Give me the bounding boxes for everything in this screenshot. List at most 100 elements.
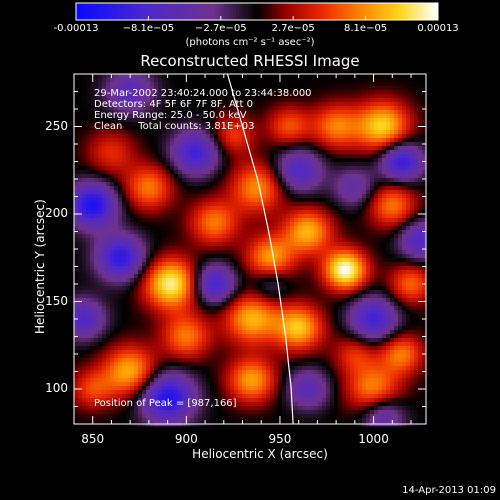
heatmap-cell xyxy=(298,238,303,243)
heatmap-cell xyxy=(298,214,303,219)
heatmap-cell xyxy=(98,106,103,111)
heatmap-cell xyxy=(390,158,395,163)
heatmap-cell xyxy=(386,218,391,223)
heatmap-cell xyxy=(182,218,187,223)
heatmap-cell xyxy=(138,98,143,103)
heatmap-cell xyxy=(238,254,243,259)
heatmap-cell xyxy=(346,146,351,151)
heatmap-cell xyxy=(114,210,119,215)
heatmap-cell xyxy=(106,198,111,203)
heatmap-cell xyxy=(346,254,351,259)
heatmap-cell xyxy=(422,130,427,135)
heatmap-cell xyxy=(110,258,115,263)
heatmap-cell xyxy=(366,118,371,123)
heatmap-cell xyxy=(350,234,355,239)
heatmap-cell xyxy=(74,126,79,131)
heatmap-cell xyxy=(374,218,379,223)
heatmap-cell xyxy=(354,230,359,235)
heatmap-cell xyxy=(202,202,207,207)
heatmap-cell xyxy=(350,282,355,287)
heatmap-cell xyxy=(398,102,403,107)
heatmap-cell xyxy=(74,258,79,263)
heatmap-cell xyxy=(418,226,423,231)
heatmap-cell xyxy=(78,142,83,147)
heatmap-cell xyxy=(170,86,175,91)
heatmap-cell xyxy=(282,82,287,87)
heatmap-cell xyxy=(202,82,207,87)
heatmap-cell xyxy=(422,146,427,151)
heatmap-cell xyxy=(202,158,207,163)
heatmap-cell xyxy=(102,142,107,147)
heatmap-cell xyxy=(154,282,159,287)
heatmap-cell xyxy=(146,146,151,151)
heatmap-cell xyxy=(146,246,151,251)
heatmap-cell xyxy=(322,222,327,227)
heatmap-cell xyxy=(202,238,207,243)
heatmap-cell xyxy=(418,286,423,291)
heatmap-cell xyxy=(334,150,339,155)
heatmap-cell xyxy=(414,286,419,291)
heatmap-cell xyxy=(190,254,195,259)
heatmap-cell xyxy=(326,190,331,195)
heatmap-cell xyxy=(310,174,315,179)
heatmap-cell xyxy=(334,258,339,263)
heatmap-cell xyxy=(306,102,311,107)
heatmap-cell xyxy=(194,250,199,255)
heatmap-cell xyxy=(298,170,303,175)
heatmap-cell xyxy=(338,274,343,279)
heatmap-cell xyxy=(234,258,239,263)
heatmap-cell xyxy=(278,146,283,151)
heatmap-cell xyxy=(314,118,319,123)
heatmap-cell xyxy=(370,74,375,79)
heatmap-cell xyxy=(410,178,415,183)
heatmap-cell xyxy=(278,94,283,99)
colorbar-segment xyxy=(320,3,324,20)
heatmap-cell xyxy=(322,170,327,175)
heatmap-cell xyxy=(418,266,423,271)
heatmap-cell xyxy=(190,82,195,87)
heatmap-cell xyxy=(174,226,179,231)
heatmap-cell xyxy=(390,274,395,279)
heatmap-cell xyxy=(274,122,279,127)
colorbar-segment xyxy=(386,3,391,20)
heatmap-cell xyxy=(282,190,287,195)
heatmap-cell xyxy=(386,226,391,231)
heatmap-cell xyxy=(322,106,327,111)
heatmap-cell xyxy=(118,218,123,223)
heatmap-cell xyxy=(90,150,95,155)
heatmap-cell xyxy=(362,154,367,159)
heatmap-cell xyxy=(286,178,291,183)
heatmap-cell xyxy=(374,178,379,183)
heatmap-cell xyxy=(150,278,155,283)
heatmap-cell xyxy=(346,278,351,283)
heatmap-cell xyxy=(150,158,155,163)
heatmap-cell xyxy=(318,146,323,151)
heatmap-cell xyxy=(214,162,219,167)
heatmap-cell xyxy=(178,294,183,299)
heatmap-cell xyxy=(242,110,247,115)
heatmap-cell xyxy=(290,238,295,243)
heatmap-cell xyxy=(286,266,291,271)
heatmap-cell xyxy=(258,222,263,227)
heatmap-cell xyxy=(98,290,103,295)
heatmap-cell xyxy=(254,290,259,295)
heatmap-cell xyxy=(406,210,411,215)
heatmap-cell xyxy=(226,290,231,295)
heatmap-cell xyxy=(334,78,339,83)
heatmap-cell xyxy=(410,242,415,247)
heatmap-cell xyxy=(354,178,359,183)
heatmap-cell xyxy=(218,266,223,271)
heatmap-cell xyxy=(374,222,379,227)
heatmap-cell xyxy=(306,162,311,167)
heatmap-cell xyxy=(382,166,387,171)
heatmap-cell xyxy=(318,214,323,219)
heatmap-cell xyxy=(146,230,151,235)
heatmap-cell xyxy=(146,78,151,83)
heatmap-cell xyxy=(298,186,303,191)
heatmap-cell xyxy=(230,226,235,231)
heatmap-cell xyxy=(142,282,147,287)
colorbar-segment xyxy=(97,3,101,20)
heatmap-cell xyxy=(154,290,159,295)
heatmap-cell xyxy=(222,134,227,139)
heatmap-cell xyxy=(126,82,131,87)
